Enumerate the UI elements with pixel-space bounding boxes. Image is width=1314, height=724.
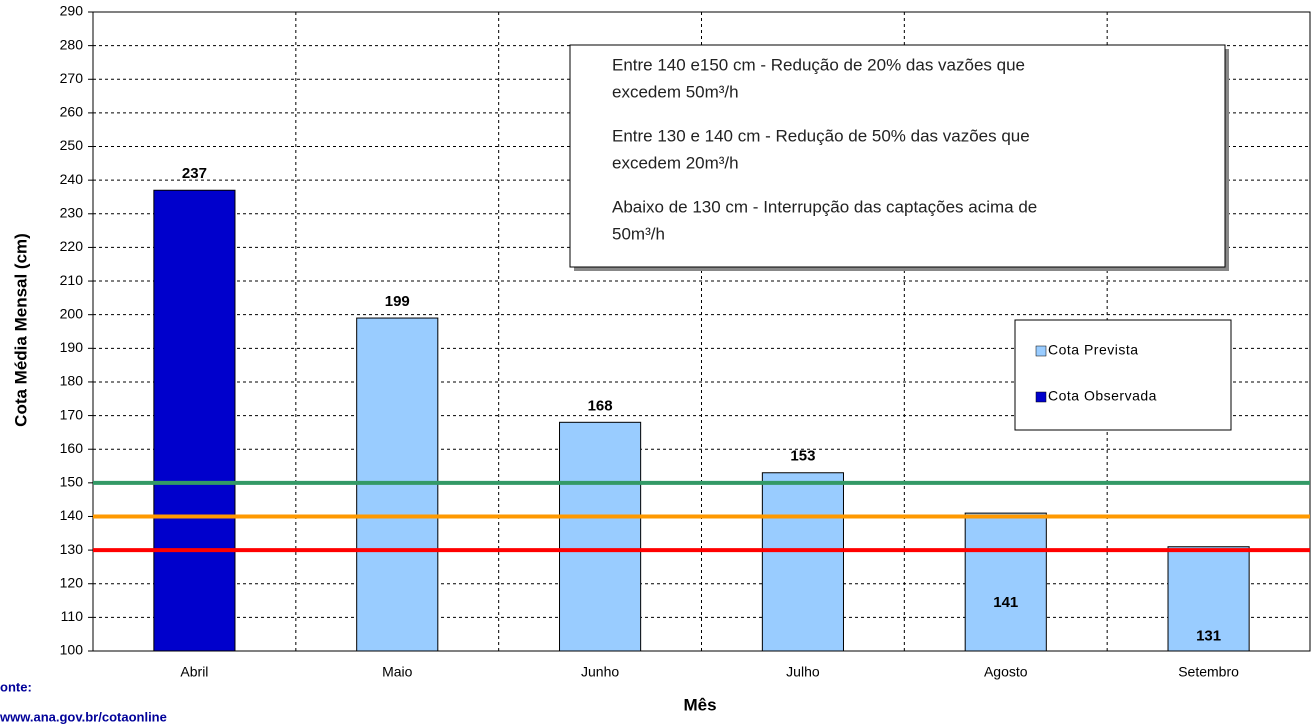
x-tick-label: Junho [581,664,619,680]
y-tick-label: 180 [60,373,84,389]
source-url: www.ana.gov.br/cotaonline [0,709,167,724]
bar [153,189,236,652]
legend-swatch [1035,345,1047,357]
x-tick-label: Agosto [984,664,1028,680]
bar [761,472,844,652]
value-label: 131 [1196,628,1221,645]
annotation-box [569,44,1226,268]
annotation-text: 50m³/h [612,224,665,243]
y-tick-label: 170 [60,406,84,422]
x-axis-title: Mês [683,695,716,714]
plot-border [92,11,1311,652]
bar [1167,546,1250,652]
annotation-text: excedem 50m³/h [612,82,739,101]
bar [964,512,1047,652]
y-tick-label: 290 [60,3,84,19]
x-tick-label: Setembro [1178,664,1239,680]
value-label: 237 [182,165,207,182]
legend-label: Cota Prevista [1048,342,1139,358]
y-tick-label: 130 [60,541,84,557]
y-tick-label: 240 [60,171,84,187]
y-tick-label: 190 [60,339,84,355]
y-tick-label: 200 [60,305,84,321]
source-label: onte: [0,679,32,694]
annotation-text: Entre 130 e 140 cm - Redução de 50% das … [612,126,1030,145]
value-label: 153 [790,448,815,465]
value-label: 168 [588,397,613,414]
y-tick-label: 110 [61,608,84,624]
annotation-text: Abaixo de 130 cm - Interrupção das capta… [612,197,1037,216]
value-label: 141 [993,594,1018,611]
y-tick-label: 230 [60,204,84,220]
bar [559,421,642,652]
y-tick-label: 210 [60,272,84,288]
legend-label: Cota Observada [1048,388,1157,404]
y-tick-label: 160 [60,440,84,456]
y-tick-label: 250 [60,137,84,153]
annotation-text: Entre 140 e150 cm - Redução de 20% das v… [612,55,1025,74]
y-axis-title: Cota Média Mensal (cm) [11,233,30,427]
y-tick-label: 100 [60,642,84,658]
y-tick-label: 150 [60,474,84,490]
x-tick-label: Julho [786,664,820,680]
y-tick-label: 220 [60,238,84,254]
x-tick-label: Maio [382,664,413,680]
legend-box [1014,319,1232,431]
x-tick-label: Abril [180,664,208,680]
y-tick-label: 270 [60,70,84,86]
annotation-text: excedem 20m³/h [612,153,739,172]
y-tick-label: 140 [60,507,84,523]
value-label: 199 [385,293,410,310]
y-tick-label: 120 [60,574,84,590]
y-tick-label: 260 [60,104,84,120]
legend-swatch [1035,391,1047,403]
y-tick-label: 280 [60,36,84,52]
